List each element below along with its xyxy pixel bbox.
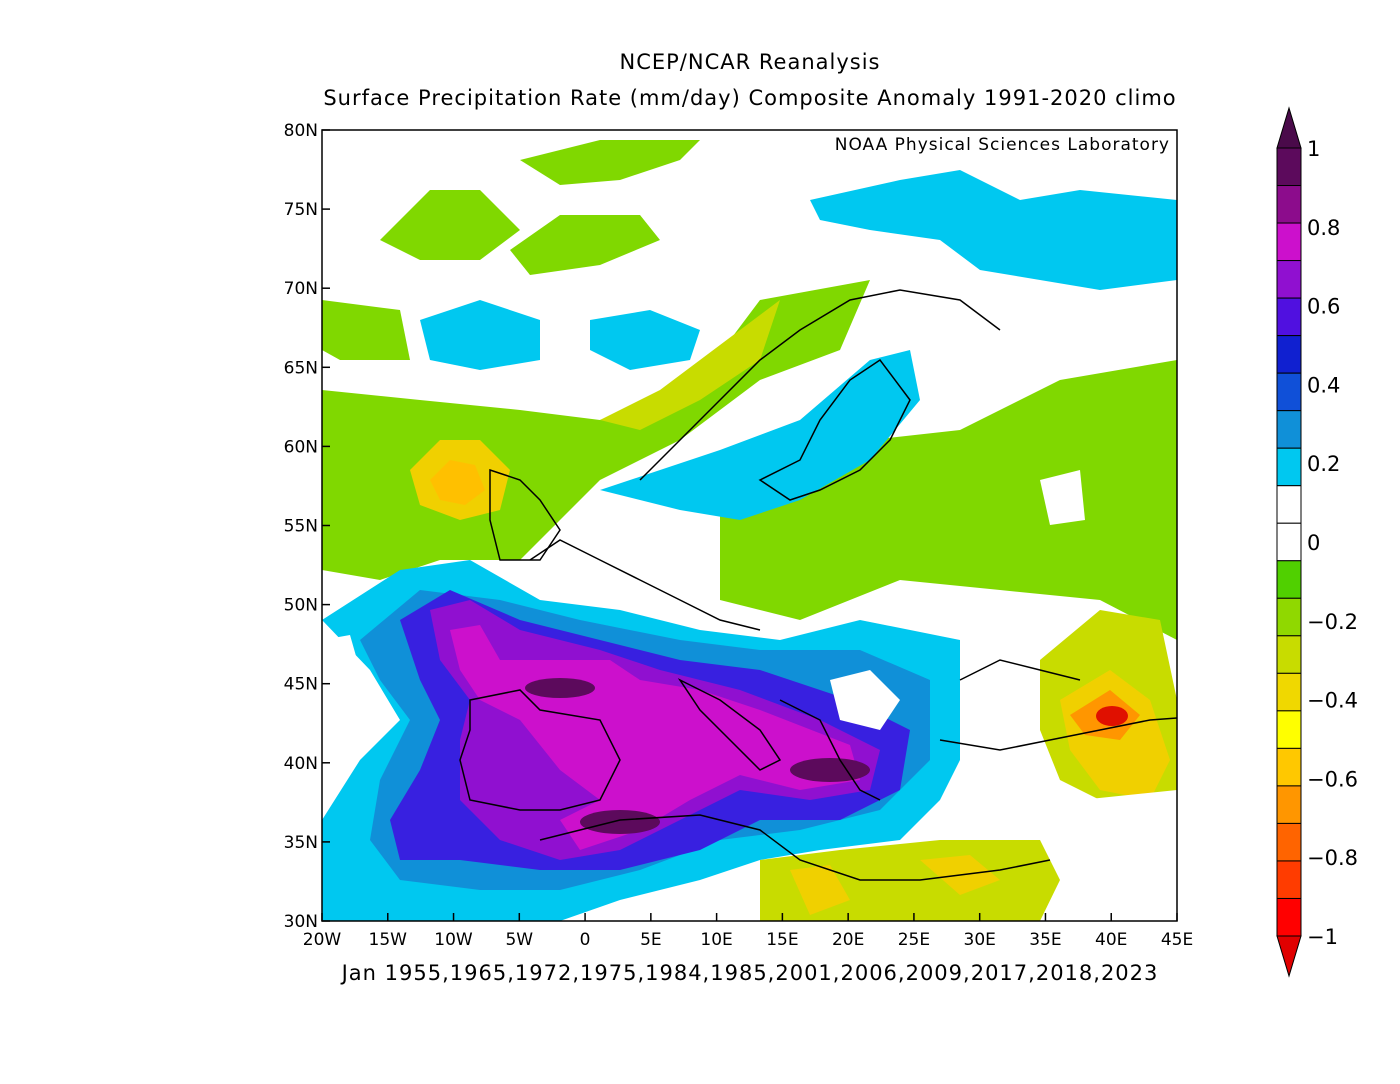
- colorbar-segment: [1276, 335, 1302, 374]
- region-norwegian-sea-wet-2: [590, 310, 700, 370]
- colorbar-segment: [1276, 635, 1302, 674]
- lat-tick-label: 50N: [284, 596, 318, 616]
- lon-tick-label: 10W: [434, 930, 473, 950]
- colorbar-segment: [1276, 560, 1302, 599]
- core-caucasus: [1096, 706, 1128, 726]
- colorbar-segment: [1276, 222, 1302, 262]
- lon-tick-label: 40E: [1095, 930, 1127, 950]
- region-north-africa-dry-2: [790, 865, 850, 915]
- lat-tick-label: 45N: [284, 675, 318, 695]
- lat-tick-label: 80N: [284, 121, 318, 141]
- colorbar-label: −0.6: [1307, 767, 1358, 791]
- region-arctic-green-2: [510, 215, 660, 275]
- region-norwegian-sea-wet: [420, 300, 540, 370]
- colorbar-segment: [1276, 372, 1302, 412]
- lat-tick-label: 55N: [284, 517, 318, 537]
- lon-tick-label: 15E: [766, 930, 798, 950]
- colorbar-label: −1: [1307, 925, 1338, 949]
- core-france: [525, 678, 595, 698]
- colorbar-bottom-triangle: [1276, 935, 1302, 978]
- lon-tick-label: 20W: [303, 930, 342, 950]
- lat-tick-label: 35N: [284, 833, 318, 853]
- region-white-balkans: [830, 670, 900, 730]
- region-white-atlantic: [322, 635, 360, 680]
- chart-title-line2: Surface Precipitation Rate (mm/day) Comp…: [323, 86, 1177, 110]
- lat-tick-label: 30N: [284, 912, 318, 932]
- region-white-se: [1080, 790, 1177, 890]
- lat-tick-label: 75N: [284, 200, 318, 220]
- colorbar-top-triangle: [1276, 106, 1302, 149]
- colorbar: 1 0.8 0.6 0.4 0.2 0 −0.2 −0.4 −0.6 −0.8 −1: [1276, 106, 1358, 978]
- colorbar-label: 1: [1307, 137, 1320, 161]
- colorbar-label: 0.6: [1307, 295, 1340, 319]
- colorbar-segment: [1276, 785, 1302, 824]
- colorbar-segment: [1276, 185, 1302, 224]
- core-greece: [790, 758, 870, 782]
- colorbar-segment: [1276, 822, 1302, 862]
- region-arctic-wet: [810, 170, 1177, 290]
- region-west-green: [322, 300, 410, 360]
- lon-axis: 20W 15W 10W 5W 0 5E 10E 15E 20E 25E 30E 35E 40E 45E: [303, 913, 1193, 950]
- colorbar-label: 0.2: [1307, 452, 1340, 476]
- colorbar-label: −0.2: [1307, 610, 1358, 634]
- colorbar-label: 0: [1307, 531, 1320, 555]
- colorbar-segment: [1276, 297, 1302, 337]
- chart-title-line1: NCEP/NCAR Reanalysis: [619, 50, 881, 74]
- colorbar-segment: [1276, 260, 1302, 299]
- lon-tick-label: 15W: [369, 930, 408, 950]
- anomaly-field: [322, 130, 1177, 921]
- colorbar-segment: [1276, 672, 1302, 712]
- region-scotland-dry-core: [430, 460, 485, 505]
- lat-tick-label: 70N: [284, 279, 318, 299]
- colorbar-segment: [1276, 597, 1302, 637]
- core-north-africa: [580, 810, 660, 834]
- coastlines: [459, 289, 1177, 881]
- lat-axis: 80N 75N 70N 65N 60N 55N 50N 45N 40N 35N 30N: [284, 121, 330, 932]
- lat-tick-label: 40N: [284, 754, 318, 774]
- lon-tick-label: 10E: [700, 930, 732, 950]
- lon-tick-label: 20E: [832, 930, 864, 950]
- region-arctic-green-1: [380, 190, 520, 260]
- colorbar-segment: [1276, 710, 1302, 749]
- lat-tick-label: 65N: [284, 358, 318, 378]
- colorbar-label: −0.8: [1307, 846, 1358, 870]
- colorbar-segment: [1276, 485, 1302, 524]
- region-arctic-green-3: [520, 140, 700, 185]
- colorbar-segment: [1276, 522, 1302, 562]
- colorbar-segment: [1276, 860, 1302, 899]
- lon-tick-label: 5W: [505, 930, 533, 950]
- colorbar-segment: [1276, 897, 1302, 937]
- lon-tick-label: 25E: [898, 930, 930, 950]
- region-east-europe-dry: [720, 360, 1177, 640]
- colorbar-segment: [1276, 447, 1302, 487]
- lon-tick-label: 35E: [1029, 930, 1061, 950]
- lon-tick-label: 45E: [1161, 930, 1193, 950]
- lon-tick-label: 30E: [964, 930, 996, 950]
- colorbar-segment: [1276, 410, 1302, 449]
- lon-tick-label: 0: [580, 930, 591, 950]
- colorbar-segment: [1276, 147, 1302, 187]
- region-white-east: [1040, 470, 1085, 525]
- composite-years-caption: Jan 1955,1965,1972,1975,1984,1985,2001,2…: [340, 961, 1159, 985]
- colorbar-label: 0.8: [1307, 216, 1340, 240]
- lat-tick-label: 60N: [284, 437, 318, 457]
- colorbar-label: −0.4: [1307, 689, 1358, 713]
- region-norway-dry: [600, 300, 780, 430]
- colorbar-segment: [1276, 747, 1302, 787]
- lon-tick-label: 5E: [640, 930, 662, 950]
- credit-label: NOAA Physical Sciences Laboratory: [835, 135, 1170, 155]
- colorbar-label: 0.4: [1307, 373, 1340, 397]
